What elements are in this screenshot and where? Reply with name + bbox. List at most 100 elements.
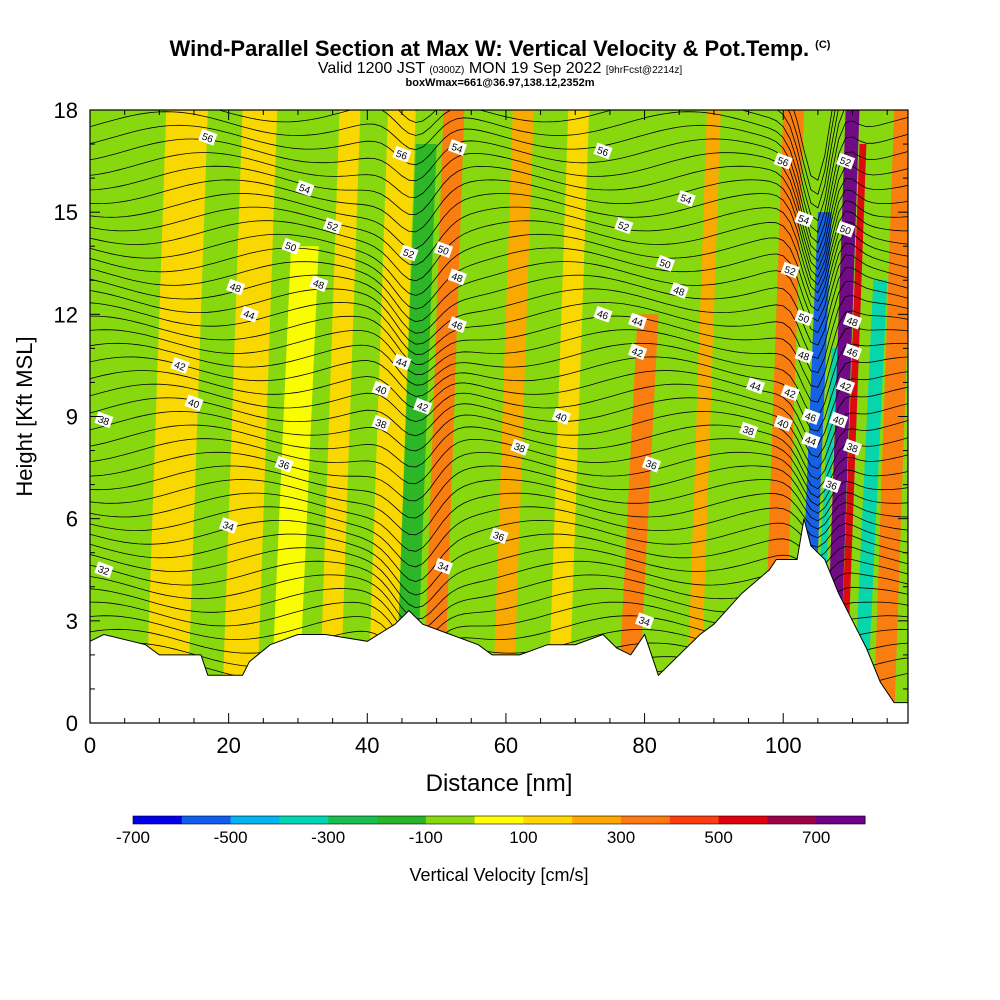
colorbar-swatch xyxy=(816,816,866,824)
contour-label-bg xyxy=(447,316,467,333)
contour-label: 54 xyxy=(679,193,694,207)
colorbar-swatch xyxy=(572,816,622,824)
contour-label: 56 xyxy=(200,132,215,146)
contour-label: 42 xyxy=(172,360,187,374)
colorbar-tick-label: 100 xyxy=(509,828,537,847)
contour-label: 38 xyxy=(845,442,860,456)
theta-contour-line xyxy=(90,465,908,519)
contour-label: 46 xyxy=(845,346,860,360)
contour-label-bg xyxy=(413,397,433,415)
theta-contour-line xyxy=(90,383,908,458)
colorbar-label: Vertical Velocity [cm/s] xyxy=(409,865,588,885)
velocity-band xyxy=(616,314,659,723)
x-tick-label: 40 xyxy=(355,733,379,758)
contour-label-group: 40 xyxy=(371,380,391,398)
velocity-band xyxy=(838,144,867,723)
velocity-band xyxy=(852,280,888,723)
contour-label-group: 36 xyxy=(489,527,509,545)
x-tick-label: 20 xyxy=(216,733,240,758)
contour-label: 48 xyxy=(228,281,243,295)
contour-label-bg xyxy=(655,254,675,272)
theta-contour-line xyxy=(90,152,908,262)
colorbar-tick-label: 300 xyxy=(607,828,635,847)
x-tick-label: 60 xyxy=(494,733,518,758)
contour-label-group: 34 xyxy=(219,517,239,534)
contour-label-bg xyxy=(447,268,467,286)
contour-label: 54 xyxy=(297,183,312,197)
theta-contour-line xyxy=(90,165,908,271)
contour-label-group: 54 xyxy=(676,190,696,207)
contour-label-bg xyxy=(371,380,391,398)
contour-label-group: 48 xyxy=(309,275,329,292)
contour-label: 48 xyxy=(672,285,687,299)
theta-contour-line xyxy=(90,370,908,446)
velocity-band xyxy=(221,110,278,723)
contour-label-group: 38 xyxy=(739,421,759,439)
velocity-band xyxy=(519,144,555,723)
contour-label-bg xyxy=(184,394,204,412)
theta-contour-line xyxy=(90,231,908,312)
theta-contour-line xyxy=(90,506,908,568)
contour-label-bg xyxy=(842,312,863,330)
contour-label-group: 48 xyxy=(669,282,689,299)
contour-label-group: 46 xyxy=(593,305,613,323)
contour-label: 38 xyxy=(374,418,389,432)
contour-label-group: 54 xyxy=(447,139,467,156)
contour-label: 54 xyxy=(450,142,465,156)
contour-label: 52 xyxy=(401,247,416,261)
contour-label-group: 38 xyxy=(94,411,114,429)
contour-label: 36 xyxy=(491,530,506,544)
contour-label: 32 xyxy=(96,564,111,578)
contour-label-group: 56 xyxy=(198,128,218,146)
contour-label: 40 xyxy=(186,397,201,411)
chart-title: Wind-Parallel Section at Max W: Vertical… xyxy=(0,36,1000,62)
theta-contour-line xyxy=(90,267,908,346)
plot-area: 56 54 52 50 48 48 44 42 40 38 36 34 32 56 54 52 50 48 46 44… xyxy=(90,110,908,723)
contour-label: 38 xyxy=(96,414,111,428)
velocity-band xyxy=(367,110,416,723)
contour-label: 40 xyxy=(776,418,791,432)
theta-contour-line xyxy=(90,326,908,403)
y-tick-label: 18 xyxy=(54,98,78,123)
contour-label-bg xyxy=(780,261,800,279)
contour-label: 48 xyxy=(796,350,811,364)
contour-label: 38 xyxy=(512,442,527,456)
contour-label: 50 xyxy=(283,241,298,255)
theta-contour-line xyxy=(90,492,908,552)
theta-contour-line xyxy=(90,220,908,303)
velocity-band xyxy=(492,110,534,723)
colorbar-swatch xyxy=(133,816,183,824)
theta-contour-line xyxy=(90,438,908,499)
contour-label-group: 36 xyxy=(274,455,294,473)
contour-label-group: 40 xyxy=(829,411,849,429)
contour-label-group: 48 xyxy=(842,312,863,330)
contour-label: 34 xyxy=(637,615,652,629)
contour-label: 54 xyxy=(796,213,811,227)
contour-label: 38 xyxy=(741,424,756,438)
box-info: boxWmax=661@36.97,138.12,2352m xyxy=(405,77,595,89)
contour-label-group: 34 xyxy=(433,557,454,575)
contour-label: 44 xyxy=(394,356,409,370)
y-tick-label: 15 xyxy=(54,200,78,225)
contour-label-bg xyxy=(94,561,114,579)
contour-label-bg xyxy=(489,527,509,545)
valid-prefix: Valid 1200 JST xyxy=(317,60,425,77)
y-tick-label: 6 xyxy=(66,507,78,532)
contour-label: 40 xyxy=(374,384,389,398)
contour-label-bg xyxy=(829,411,849,429)
velocity-band xyxy=(270,246,319,723)
colorbar-swatch xyxy=(621,816,671,824)
contour-label-group: 44 xyxy=(801,431,821,449)
contour-label-group: 36 xyxy=(641,455,662,473)
theta-contour-line xyxy=(217,110,867,222)
colorbar-swatch xyxy=(377,816,427,824)
contour-label-bg xyxy=(433,241,454,258)
contour-label-bg xyxy=(773,152,793,170)
contour-label: 36 xyxy=(824,479,839,493)
theta-contour-line xyxy=(90,138,908,254)
valid-utc: (0300Z) xyxy=(429,65,465,76)
colorbar-tick-label: -700 xyxy=(116,828,150,847)
theta-contour-line xyxy=(90,310,908,388)
contour-label: 42 xyxy=(838,380,853,394)
